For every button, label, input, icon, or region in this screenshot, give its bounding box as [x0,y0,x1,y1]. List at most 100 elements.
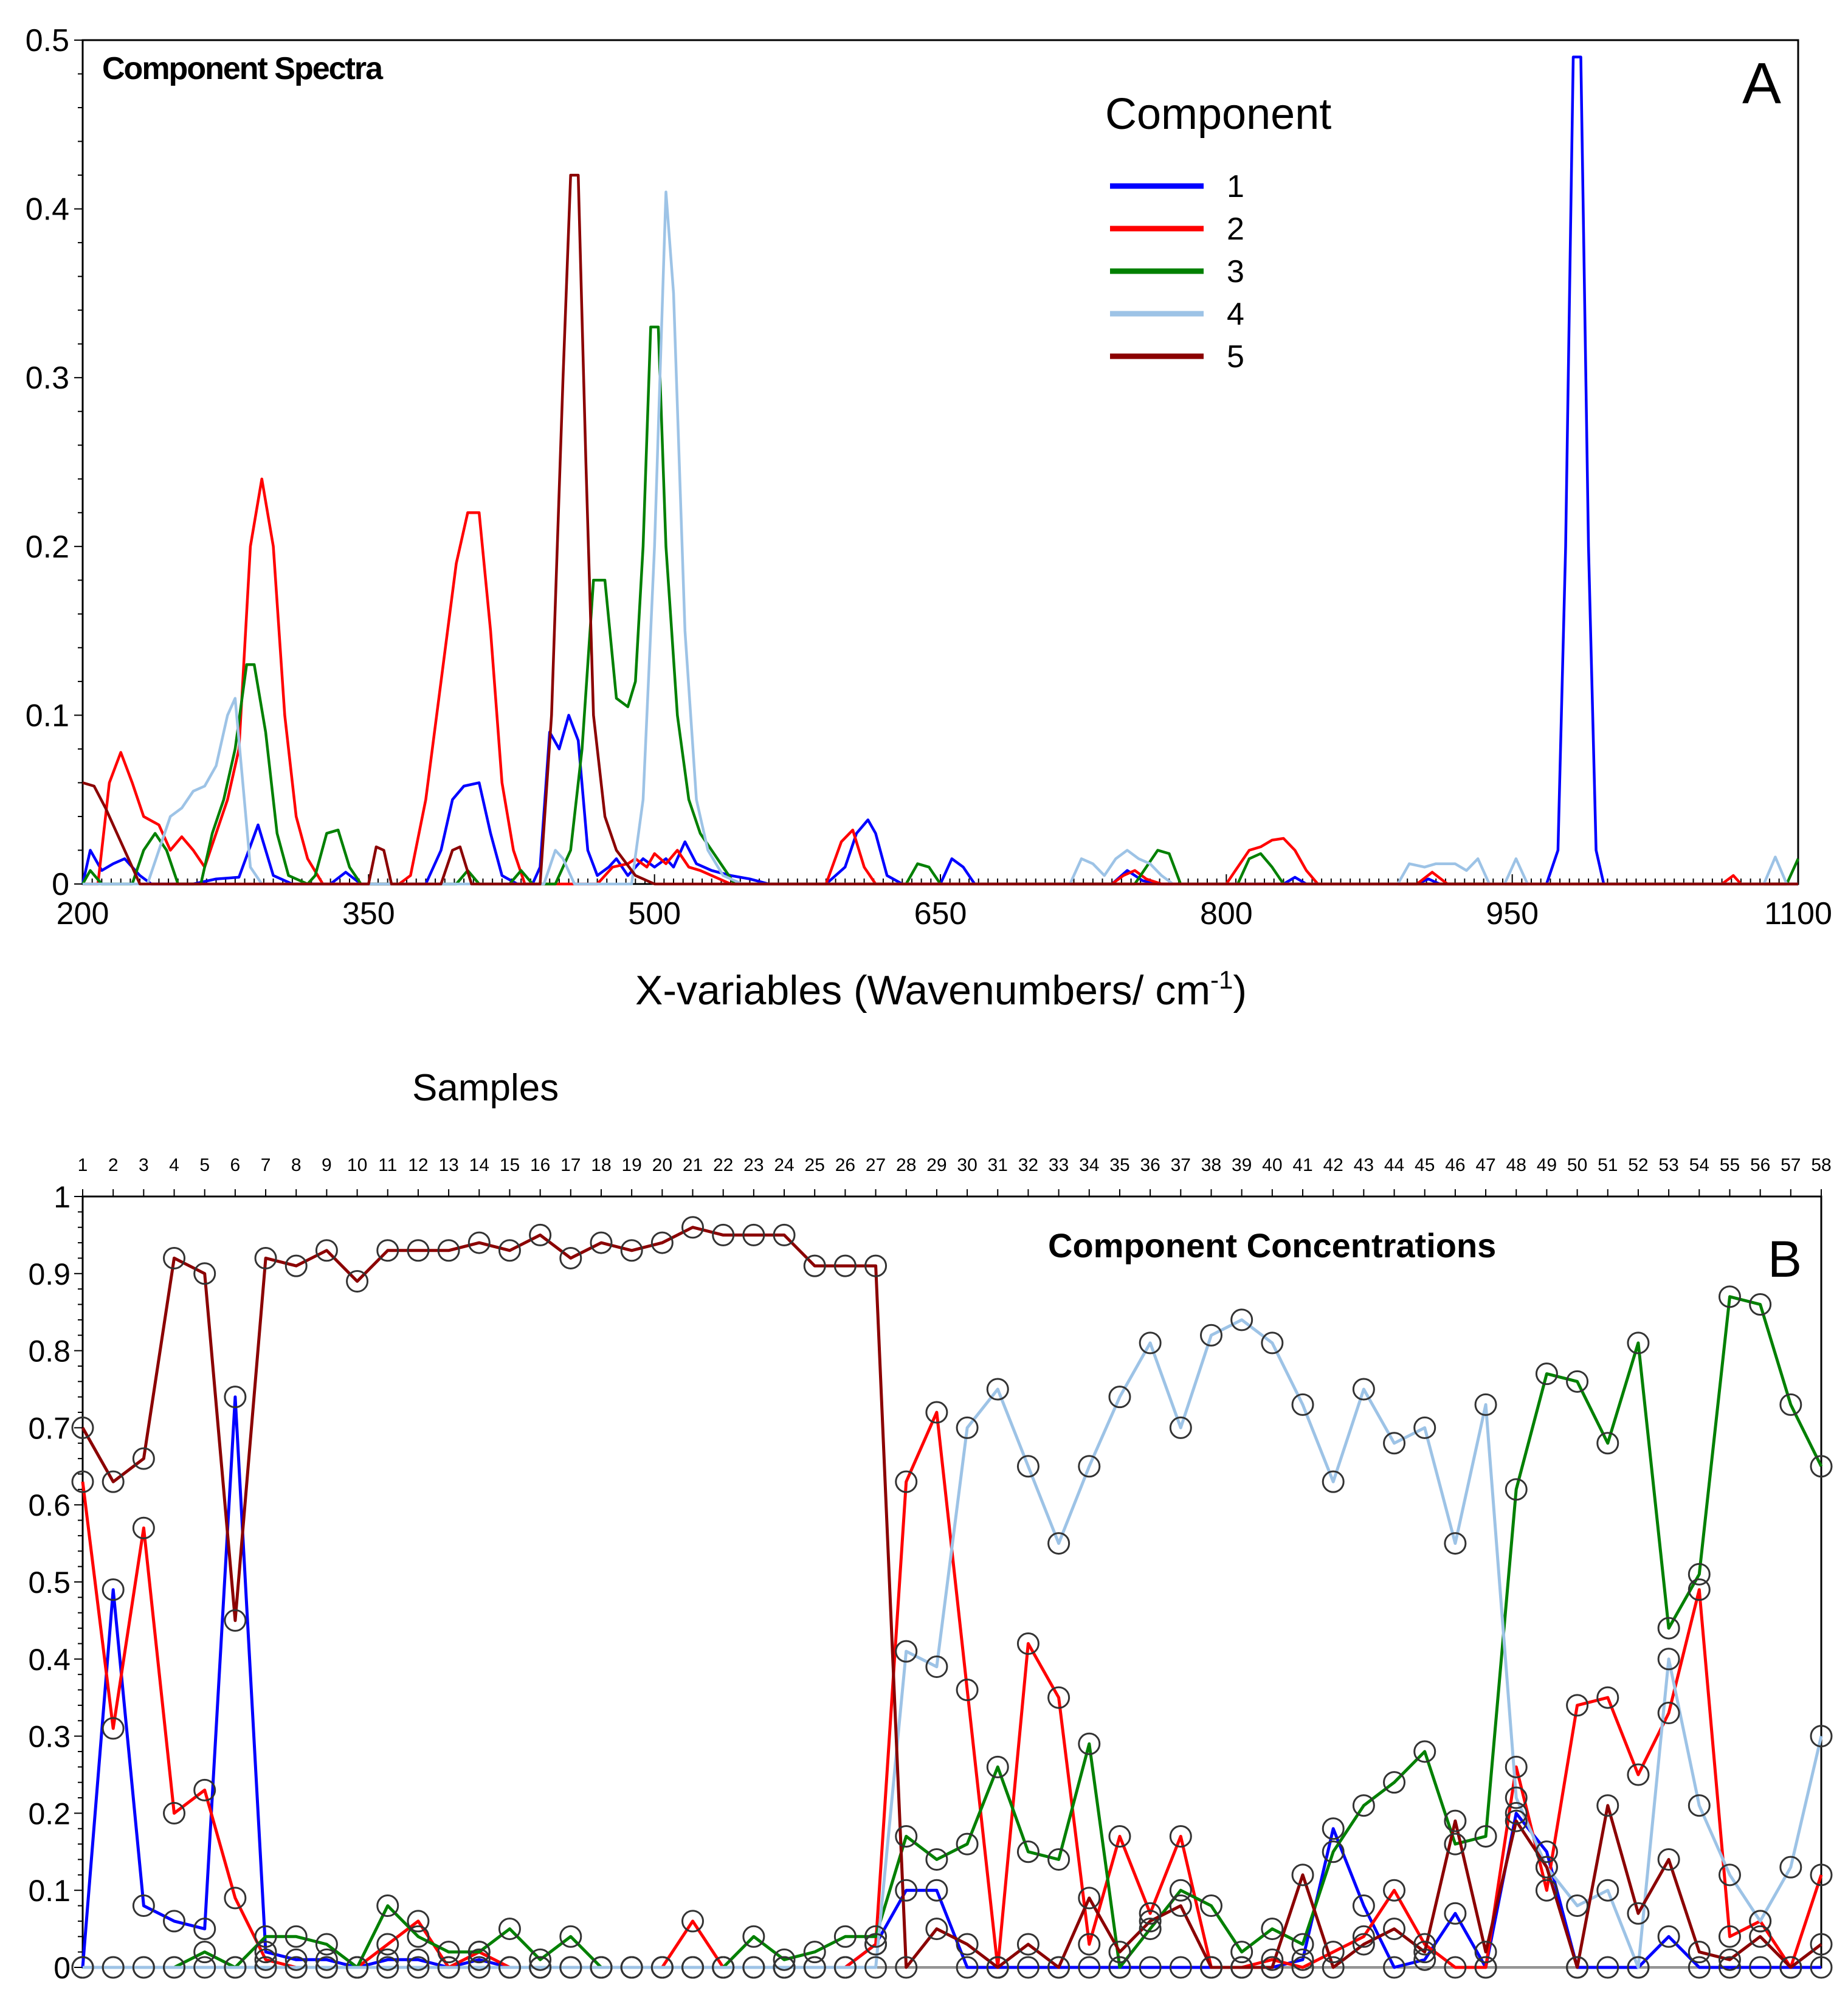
sample-label: 41 [1292,1155,1312,1175]
data-point-marker-component-2 [1016,1632,1040,1655]
data-point-marker-component-5 [1383,1918,1406,1941]
data-point-marker-component-5 [315,1239,338,1262]
data-point-marker-component-1 [1169,1956,1192,1979]
x-tick-label: 800 [1200,896,1253,931]
sample-label: 7 [261,1155,271,1175]
data-point-marker-component-5 [1566,1956,1589,1979]
data-point-marker-component-1 [1413,1948,1436,1971]
data-point-marker-component-5 [590,1231,613,1254]
y-tick-label: 0.3 [28,1720,71,1754]
legend-label-component-5: 5 [1227,339,1244,375]
data-point-marker-component-5 [1413,1941,1436,1964]
data-point-marker-component-5 [1352,1933,1375,1956]
sample-label: 37 [1171,1155,1191,1175]
sample-label: 21 [683,1155,703,1175]
panel-a-title: Component Spectra [102,51,384,86]
sample-label: 36 [1140,1155,1160,1175]
data-point-marker-component-1 [1383,1956,1406,1979]
data-point-marker-component-5 [1047,1956,1071,1979]
data-point-marker-component-3 [407,1925,430,1948]
sample-label: 17 [560,1155,581,1175]
data-point-marker-component-1 [284,1948,308,1971]
data-point-marker-component-1 [132,1894,155,1918]
data-point-marker-component-1 [102,1578,125,1601]
data-point-marker-component-4 [620,1956,643,1979]
y-tick-label: 0 [53,1951,71,1985]
data-point-marker-component-5 [498,1239,521,1262]
data-point-marker-component-5 [376,1239,399,1262]
y-tick-label: 0.5 [26,23,69,58]
data-point-marker-component-3 [1688,1562,1711,1586]
data-point-marker-component-4 [467,1956,491,1979]
sample-label: 47 [1475,1155,1495,1175]
data-point-marker-component-2 [71,1470,94,1493]
y-tick-label: 0.4 [26,192,69,227]
data-point-marker-component-3 [1230,1941,1253,1964]
data-point-marker-component-3 [498,1918,521,1941]
sample-label: 30 [957,1155,977,1175]
sample-label: 33 [1049,1155,1069,1175]
y-tick-label: 0.2 [26,530,69,565]
data-point-marker-component-5 [833,1254,857,1277]
data-point-marker-component-4 [498,1956,521,1979]
data-point-marker-component-1 [1016,1956,1040,1979]
data-point-marker-component-4 [163,1956,186,1979]
legend-label-component-1: 1 [1227,169,1244,204]
sample-label: 35 [1109,1155,1129,1175]
data-point-marker-component-4 [1444,1532,1467,1555]
x-tick-label: 650 [914,896,967,931]
data-point-marker-component-2 [1688,1578,1711,1601]
data-point-marker-component-1 [163,1910,186,1933]
data-point-marker-component-3 [1749,1293,1772,1316]
data-point-marker-component-1 [1688,1956,1711,1979]
data-point-marker-component-5 [712,1223,735,1246]
data-point-marker-component-3 [833,1925,857,1948]
data-point-marker-component-5 [284,1254,308,1277]
data-point-marker-component-5 [1810,1933,1833,1956]
data-point-marker-component-5 [1688,1941,1711,1964]
data-point-marker-component-4 [407,1956,430,1979]
data-point-marker-component-3 [1016,1840,1040,1863]
data-point-marker-component-2 [1169,1825,1192,1848]
data-point-marker-component-4 [1688,1794,1711,1817]
data-point-marker-component-2 [1718,1925,1741,1948]
data-point-marker-component-3 [1718,1285,1741,1308]
legend-label-component-2: 2 [1227,212,1244,247]
x-tick-label: 500 [628,896,681,931]
sample-label: 20 [652,1155,672,1175]
data-point-marker-component-5 [895,1956,918,1979]
sample-label: 54 [1689,1155,1709,1175]
data-point-marker-component-2 [132,1516,155,1539]
panel-a-axis-ticks [74,40,1799,885]
data-point-marker-component-5 [742,1223,765,1246]
data-point-marker-component-4 [1261,1331,1284,1355]
sample-label: 2 [108,1155,119,1175]
data-point-marker-component-3 [1383,1771,1406,1794]
concentration-line-component-5 [81,1226,1822,1969]
sample-label: 34 [1079,1155,1099,1175]
data-point-marker-component-4 [650,1956,674,1979]
panel-a-label: A [1742,51,1781,116]
sample-label: 22 [713,1155,733,1175]
data-point-marker-component-1 [1139,1956,1162,1979]
legend-label-component-4: 4 [1227,297,1244,332]
data-point-marker-component-4 [1505,1786,1528,1809]
y-tick-label: 1 [53,1180,71,1214]
x-axis-label-end: ) [1233,967,1247,1013]
y-tick-label: 0.4 [28,1643,71,1677]
panel-b-series-group [81,1226,1823,1969]
sample-label: 29 [926,1155,946,1175]
data-point-marker-component-2 [1352,1925,1375,1948]
data-point-marker-component-3 [895,1825,918,1848]
data-point-marker-component-4 [132,1956,155,1979]
data-point-marker-component-5 [102,1470,125,1493]
y-tick-label: 0.1 [28,1874,71,1908]
sample-label: 6 [230,1155,241,1175]
data-point-marker-component-5 [467,1231,491,1254]
data-point-marker-component-4 [956,1416,979,1439]
sample-label: 43 [1354,1155,1374,1175]
data-point-marker-component-5 [1627,1902,1650,1925]
sample-label: 27 [866,1155,886,1175]
data-point-marker-component-3 [1169,1879,1192,1902]
data-point-marker-component-3 [1505,1478,1528,1501]
